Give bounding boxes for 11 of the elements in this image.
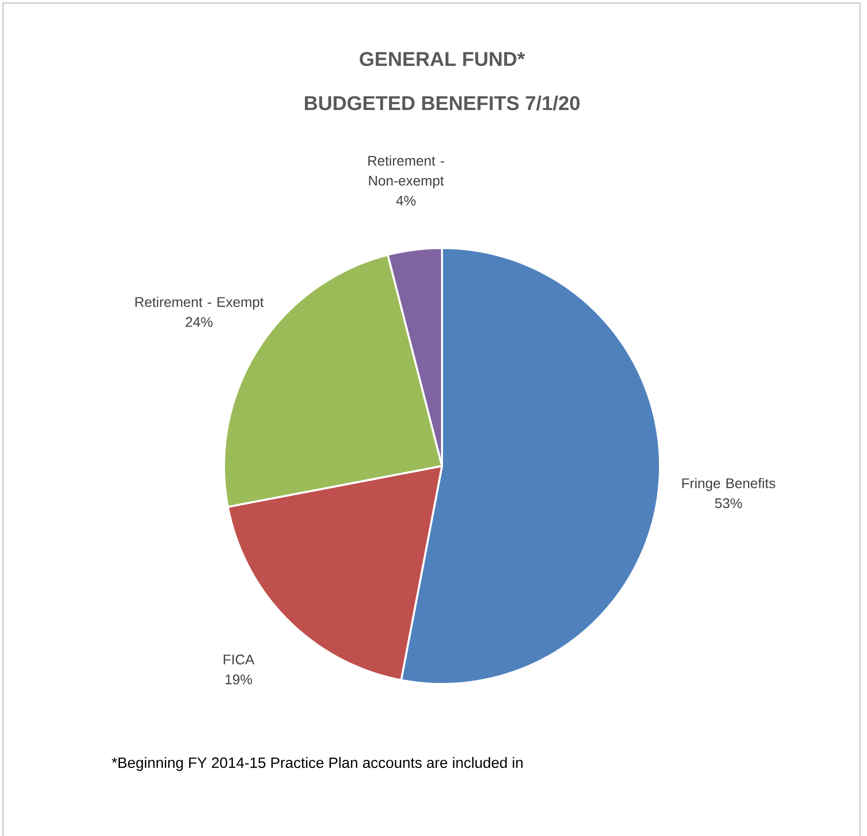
data-label: 4% [396, 196, 416, 206]
slice-label: Retirement - Exempt [135, 296, 264, 310]
data-label: 53% [715, 498, 742, 508]
chart-subtitle: BUDGETED BENEFITS 7/1/20 [304, 95, 580, 110]
data-label: 19% [226, 674, 252, 684]
slice-label: Fringe Benefits [682, 478, 776, 491]
slice-label: Retirement - Non-exempt [368, 155, 444, 188]
text: *Beginning FY 2014-15 Practice Plan accounts are included in [112, 756, 523, 771]
chart-title: GENERAL FUND* [360, 52, 525, 66]
slice-label: FICA [224, 654, 254, 664]
data-label: 24% [186, 316, 213, 327]
